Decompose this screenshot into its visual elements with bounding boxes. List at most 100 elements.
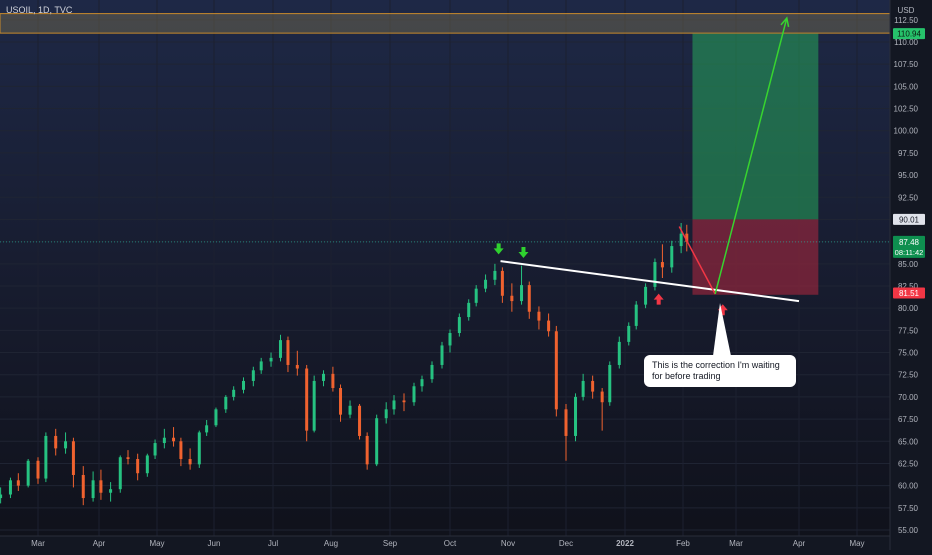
- candle-body[interactable]: [653, 262, 657, 287]
- candle-body[interactable]: [591, 380, 595, 392]
- candle-body[interactable]: [118, 457, 122, 490]
- time-tick-label: Apr: [93, 539, 106, 548]
- candle-body[interactable]: [81, 474, 85, 499]
- candle-body[interactable]: [440, 345, 444, 365]
- candle-body[interactable]: [547, 320, 551, 332]
- candle-body[interactable]: [537, 311, 541, 321]
- candle-body[interactable]: [188, 459, 192, 465]
- candle-body[interactable]: [278, 340, 282, 358]
- candle-body[interactable]: [162, 437, 166, 444]
- candle-body[interactable]: [679, 233, 683, 247]
- candle-body[interactable]: [574, 396, 578, 436]
- candle-body[interactable]: [322, 373, 326, 381]
- candle-body[interactable]: [286, 340, 290, 365]
- candle-body[interactable]: [242, 380, 245, 390]
- candle-body[interactable]: [493, 270, 497, 280]
- candle-body[interactable]: [64, 441, 68, 449]
- candle-body[interactable]: [402, 400, 406, 403]
- candle-body[interactable]: [670, 246, 674, 268]
- candle-body[interactable]: [430, 364, 434, 380]
- candle-body[interactable]: [295, 364, 299, 369]
- time-tick-label: Jun: [208, 539, 221, 548]
- candle-body[interactable]: [71, 441, 75, 475]
- time-tick-label: Jul: [268, 539, 278, 548]
- candle-body[interactable]: [627, 325, 631, 342]
- candle-body[interactable]: [634, 304, 638, 326]
- profit-zone[interactable]: [692, 33, 819, 220]
- entry-label-bg: [893, 213, 925, 225]
- time-axis[interactable]: [0, 536, 890, 550]
- loss-zone[interactable]: [692, 219, 819, 295]
- candle-body[interactable]: [214, 409, 218, 426]
- projection-correction-line[interactable]: [678, 226, 716, 295]
- candle-body[interactable]: [484, 279, 488, 289]
- candle-body[interactable]: [179, 441, 183, 460]
- candle-body[interactable]: [54, 435, 58, 449]
- candle-body[interactable]: [564, 409, 568, 436]
- candle-body[interactable]: [448, 333, 452, 346]
- candle-body[interactable]: [197, 432, 201, 465]
- candle-body[interactable]: [527, 285, 531, 312]
- candle-body[interactable]: [145, 455, 149, 474]
- candle-body[interactable]: [412, 386, 416, 403]
- price-tick-label: 70.00: [898, 393, 919, 402]
- candle-body[interactable]: [474, 288, 478, 303]
- time-tick-label: Mar: [31, 539, 45, 548]
- candle-body[interactable]: [205, 425, 209, 433]
- candle-body[interactable]: [126, 457, 130, 460]
- candle-body[interactable]: [392, 400, 396, 410]
- candle-body[interactable]: [0, 494, 3, 499]
- candle-body[interactable]: [232, 389, 236, 397]
- callout-note[interactable]: This is the correction I'm waiting for b…: [644, 355, 796, 387]
- candle-body[interactable]: [457, 317, 461, 334]
- resistance-zone[interactable]: [0, 13, 891, 34]
- candle-body[interactable]: [608, 364, 612, 403]
- trendline[interactable]: [500, 260, 800, 303]
- price-tick-label: 95.00: [898, 171, 919, 180]
- candle-body[interactable]: [312, 380, 316, 431]
- projection-rally-line[interactable]: [714, 17, 788, 295]
- price-axis[interactable]: [890, 0, 932, 550]
- candle-body[interactable]: [520, 285, 524, 302]
- candle-body[interactable]: [26, 460, 30, 486]
- price-tick-label: 105.00: [894, 82, 919, 91]
- candle-body[interactable]: [136, 459, 140, 474]
- candle-body[interactable]: [251, 370, 255, 381]
- take-profit-label: 110.94: [897, 30, 921, 39]
- price-tick-label: 62.50: [898, 459, 919, 468]
- candle-body[interactable]: [331, 373, 335, 389]
- candle-body[interactable]: [467, 302, 471, 318]
- candle-body[interactable]: [224, 396, 228, 410]
- candle-body[interactable]: [375, 418, 379, 465]
- candle-body[interactable]: [109, 489, 113, 493]
- candle-body[interactable]: [365, 435, 369, 465]
- candle-body[interactable]: [660, 262, 664, 268]
- candle-body[interactable]: [269, 357, 273, 362]
- candle-body[interactable]: [339, 388, 343, 415]
- candle-body[interactable]: [420, 379, 424, 387]
- entry-label: 90.01: [899, 215, 920, 224]
- candle-body[interactable]: [91, 480, 95, 499]
- candle-body[interactable]: [153, 443, 157, 456]
- candle-body[interactable]: [384, 409, 388, 419]
- candle-body[interactable]: [617, 341, 621, 365]
- candle-body[interactable]: [16, 480, 20, 486]
- candle-body[interactable]: [685, 233, 689, 242]
- candle-body[interactable]: [259, 361, 263, 371]
- candle-body[interactable]: [600, 391, 604, 403]
- candle-body[interactable]: [36, 460, 40, 479]
- candle-body[interactable]: [644, 286, 648, 305]
- candle-body[interactable]: [305, 368, 309, 431]
- candle-body[interactable]: [348, 405, 352, 415]
- candle-body[interactable]: [8, 480, 12, 495]
- candle-body[interactable]: [44, 435, 48, 479]
- candle-body[interactable]: [554, 331, 558, 410]
- candle-body[interactable]: [172, 437, 176, 442]
- candle-body[interactable]: [500, 270, 504, 296]
- candle-body[interactable]: [99, 480, 103, 493]
- candle-body[interactable]: [358, 405, 362, 436]
- candle-body[interactable]: [581, 380, 585, 397]
- candle-body[interactable]: [510, 295, 514, 302]
